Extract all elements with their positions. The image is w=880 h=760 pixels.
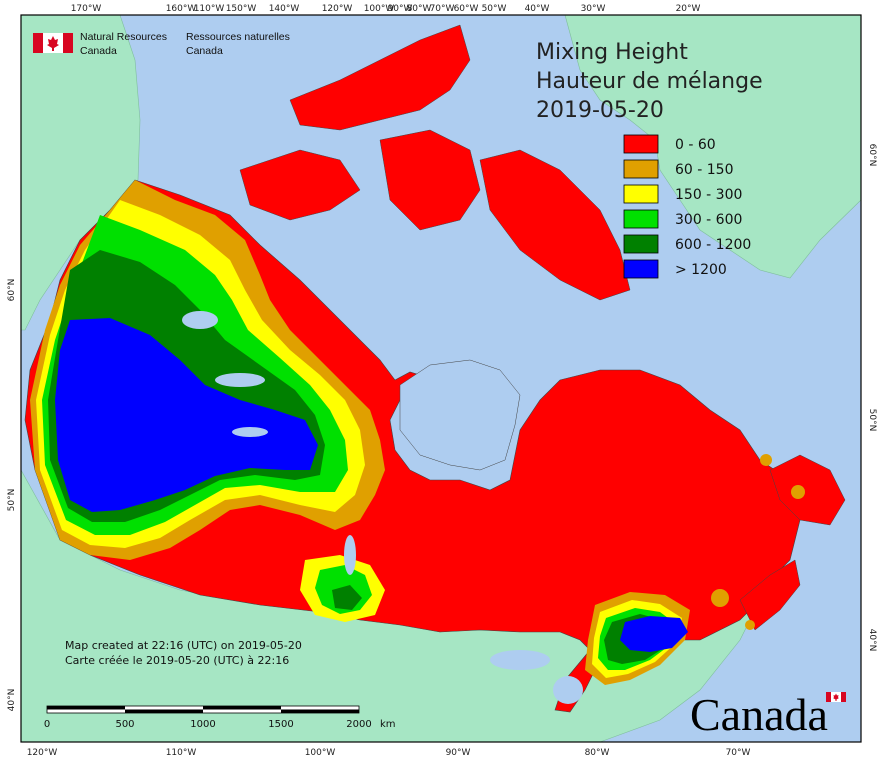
legend-label-2: 150 - 300 xyxy=(675,187,742,203)
legend-label-0: 0 - 60 xyxy=(675,137,716,153)
zone-spot-ns xyxy=(745,620,755,630)
legend-label-5: > 1200 xyxy=(675,262,727,278)
scale-tick-500: 500 xyxy=(115,719,134,730)
top-axis-ticks: 170°W 160°W 150°W 140°W 120°W 100°W 80°W… xyxy=(71,4,701,14)
zone-over-1200-west xyxy=(55,318,318,512)
right-axis-ticks: 60°N 50°N 40°N xyxy=(867,144,877,652)
scale-tick-0: 0 xyxy=(44,719,50,730)
legend-label-3: 300 - 600 xyxy=(675,212,742,228)
scale-tick-1000: 1000 xyxy=(190,719,215,730)
tick-right-60: 60°N xyxy=(867,144,877,167)
tick-bottom-120: 120°W xyxy=(27,748,58,758)
tick-bottom-100: 100°W xyxy=(305,748,336,758)
canada-flag-icon xyxy=(33,33,73,53)
agency-en-line2: Canada xyxy=(80,45,117,57)
creation-notes: Map created at 22:16 (UTC) on 2019-05-20… xyxy=(65,639,302,667)
tick-top-30: 30°W xyxy=(581,4,606,14)
arctic-island-3 xyxy=(379,129,481,231)
wordmark-flag-icon xyxy=(826,692,846,702)
tick-top-90: 90°W xyxy=(388,4,413,14)
legend-swatch-3 xyxy=(623,209,659,229)
tick-bottom-90: 90°W xyxy=(446,748,471,758)
map-title: Mixing Height Hauteur de mélange 2019-05… xyxy=(536,40,763,123)
arctic-island-2 xyxy=(289,24,471,131)
agency-en-line1: Natural Resources xyxy=(80,31,167,43)
zone-prairie-south-dark xyxy=(332,585,362,610)
scale-tick-1500: 1500 xyxy=(268,719,293,730)
zone-spot-labrador xyxy=(760,454,772,466)
zone-spot-nb xyxy=(711,589,729,607)
lake-winnipeg xyxy=(344,535,356,575)
lake-huron xyxy=(553,676,583,704)
tick-top-170: 170°W xyxy=(71,4,102,14)
tick-bottom-110: 110°W xyxy=(166,748,197,758)
tick-right-40: 40°N xyxy=(867,629,877,652)
agency-signature: Natural Resources Canada Ressources natu… xyxy=(33,31,290,57)
tick-top-160: 160°W xyxy=(166,4,197,14)
wordmark-text: Canada xyxy=(690,689,828,740)
legend-label-1: 60 - 150 xyxy=(675,162,734,178)
arctic-island-1 xyxy=(239,149,361,221)
tick-top-80: 80°W xyxy=(407,4,432,14)
tick-left-60: 60°N xyxy=(7,279,17,302)
legend-label-4: 600 - 1200 xyxy=(675,237,751,253)
hudson-bay xyxy=(399,359,521,471)
zone-spot-newfoundland xyxy=(791,485,805,499)
legend-swatch-4 xyxy=(623,234,659,254)
scale-unit: km xyxy=(380,719,396,730)
legend-swatch-5 xyxy=(623,259,659,279)
agency-fr-line2: Canada xyxy=(186,45,223,57)
tick-top-140: 140°W xyxy=(269,4,300,14)
canada-wordmark: Canada xyxy=(690,689,846,740)
title-line1: Mixing Height xyxy=(536,40,688,65)
tick-left-50: 50°N xyxy=(7,489,17,512)
tick-bottom-70: 70°W xyxy=(726,748,751,758)
great-bear-lake xyxy=(182,311,218,329)
legend-swatch-1 xyxy=(623,159,659,179)
scale-tick-2000: 2000 xyxy=(346,719,371,730)
bottom-axis-ticks: 120°W 110°W 100°W 90°W 80°W 70°W xyxy=(27,748,751,758)
note-created-fr: Carte créée le 2019-05-20 (UTC) à 22:16 xyxy=(65,654,289,667)
lake-superior xyxy=(490,650,550,670)
tick-top-50: 50°W xyxy=(482,4,507,14)
nova-scotia xyxy=(739,559,801,631)
tick-bottom-80: 80°W xyxy=(585,748,610,758)
legend-swatch-2 xyxy=(623,184,659,204)
greenland xyxy=(564,14,862,279)
lake-athabasca xyxy=(232,427,268,437)
tick-top-110: 110°W xyxy=(194,4,225,14)
tick-top-100: 100°W xyxy=(364,4,395,14)
agency-fr-line1: Ressources naturelles xyxy=(186,31,290,43)
title-line2: Hauteur de mélange xyxy=(536,69,763,94)
tick-top-40: 40°W xyxy=(525,4,550,14)
tick-top-150: 150°W xyxy=(226,4,257,14)
tick-left-40: 40°N xyxy=(7,689,17,712)
title-date: 2019-05-20 xyxy=(536,98,664,123)
scale-bar: 0 500 1000 1500 2000 km xyxy=(44,705,396,730)
legend-swatch-0 xyxy=(623,134,659,154)
great-slave-lake xyxy=(215,373,265,387)
tick-top-70: 70°W xyxy=(430,4,455,14)
tick-top-20: 20°W xyxy=(676,4,701,14)
newfoundland xyxy=(769,454,846,526)
zone-over-1200-east xyxy=(620,616,688,652)
tick-top-120: 120°W xyxy=(322,4,353,14)
tick-right-50: 50°N xyxy=(867,409,877,432)
left-axis-ticks: 60°N 50°N 40°N xyxy=(7,279,17,712)
legend: 0 - 60 60 - 150 150 - 300 300 - 600 600 … xyxy=(623,134,751,279)
map-frame xyxy=(20,14,862,743)
baffin-island xyxy=(479,149,631,301)
tick-top-60: 60°W xyxy=(454,4,479,14)
note-created-en: Map created at 22:16 (UTC) on 2019-05-20 xyxy=(65,639,302,652)
